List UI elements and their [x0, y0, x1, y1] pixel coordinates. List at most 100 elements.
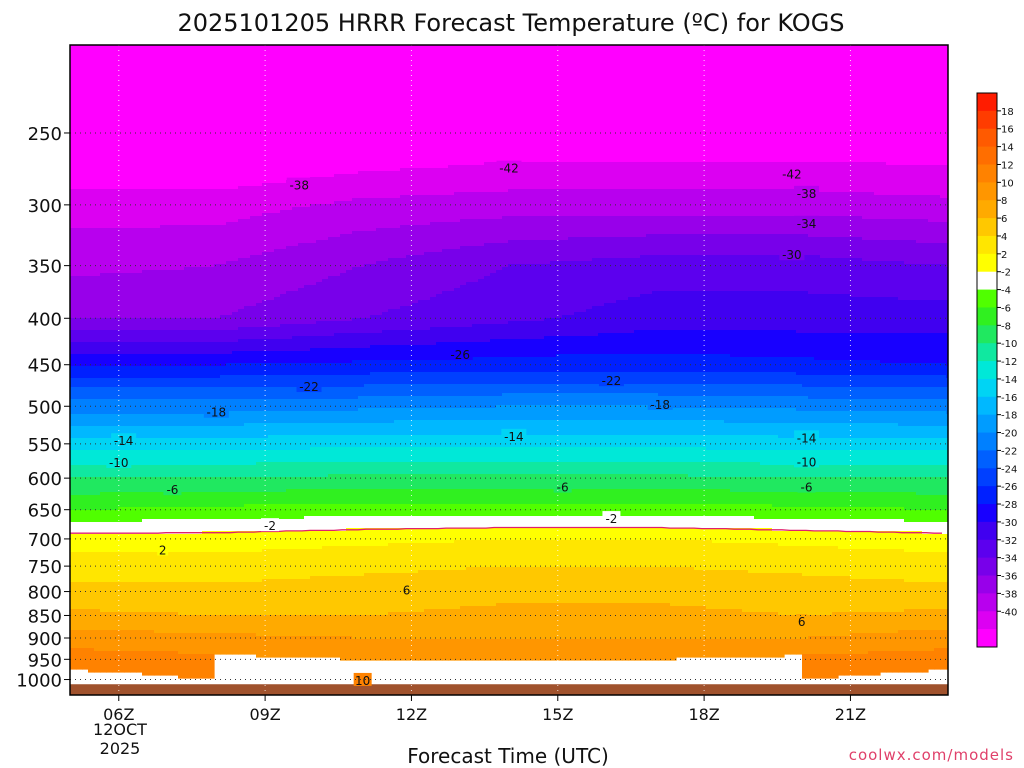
contour-label: -30: [782, 248, 802, 262]
y-tick-label: 550: [28, 435, 62, 456]
y-tick-label: 500: [28, 397, 62, 418]
contour-label-bg: [794, 454, 820, 468]
contour-label: -14: [114, 434, 134, 448]
contour-label-bg: [496, 160, 522, 174]
colorbar-swatch: [977, 611, 997, 630]
colorbar-swatch: [977, 253, 997, 273]
colorbar-swatch: [977, 343, 997, 362]
colorbar-label: -38: [1001, 589, 1017, 600]
y-axis: 2503003504004505005506006507007508008509…: [16, 124, 70, 692]
contour-label-bg: [106, 455, 132, 469]
colorbar-label: -36: [1001, 572, 1017, 583]
y-tick-label: 250: [28, 124, 62, 145]
contour-label: -6: [801, 481, 813, 495]
contour-label-bg: [796, 613, 808, 627]
contour-label-bg: [157, 542, 169, 556]
date-label-year: 2025: [100, 739, 141, 758]
colorbar: 18 16 14 12 10 8 6 4 2 -2 -4 -6 -8 -10 -12 -14 -16 -18 -20…: [976, 92, 1017, 648]
colorbar-swatch: [977, 557, 997, 577]
colorbar-label: -26: [1001, 482, 1017, 493]
colorbar-label: 6: [1001, 214, 1007, 225]
x-axis-label: Forecast Time (UTC): [407, 744, 609, 768]
colorbar-label: -40: [1001, 607, 1017, 618]
contour-label-bg: [353, 672, 372, 686]
y-tick-label: 750: [28, 557, 62, 578]
colorbar-label: -32: [1001, 536, 1017, 547]
colorbar-swatch: [977, 218, 997, 237]
colorbar-swatch: [977, 182, 997, 201]
colorbar-swatch: [977, 271, 997, 291]
colorbar-label: -24: [1001, 464, 1017, 475]
colorbar-label: -10: [1001, 339, 1017, 350]
y-tick-label: 700: [28, 530, 62, 551]
contour-label: -14: [797, 431, 817, 445]
colorbar-label: -4: [1001, 286, 1011, 297]
chart-title: 2025101205 HRRR Forecast Temperature (ºC…: [177, 9, 844, 37]
x-axis: 06Z 09Z 12Z 15Z 18Z 21Z: [103, 695, 866, 724]
contour-label: 10: [355, 674, 370, 688]
colorbar-swatch: [977, 110, 997, 130]
colorbar-swatch: [977, 504, 997, 523]
colorbar-swatch: [977, 396, 997, 416]
colorbar-swatch: [977, 128, 997, 148]
colorbar-swatch: [977, 629, 997, 648]
y-tick-label: 400: [28, 309, 62, 330]
contour-label-bg: [401, 582, 413, 596]
contour-label: 2: [159, 543, 167, 557]
plot-frame: [69, 44, 949, 696]
colorbar-frame: [976, 92, 998, 648]
x-tick-label: 06Z: [103, 705, 134, 724]
contour-label-bg: [111, 433, 137, 447]
colorbar-label: 16: [1001, 125, 1014, 136]
colorbar-label: -14: [1001, 375, 1017, 386]
colorbar-swatch: [977, 539, 997, 559]
colorbar-label: 18: [1001, 107, 1014, 118]
contour-label: -22: [602, 374, 622, 388]
contour-label-bg: [794, 185, 820, 199]
date-label-day: 12OCT: [93, 720, 147, 739]
colorbar-swatch: [977, 575, 997, 594]
colorbar-label: -18: [1001, 411, 1017, 422]
contour-label: -14: [504, 430, 524, 444]
y-tick-label: 900: [28, 629, 62, 650]
credit-text[interactable]: coolwx.com/models: [849, 746, 1014, 764]
y-tick-label: 1000: [16, 671, 62, 692]
contour-label-bg: [598, 373, 624, 387]
contour-label: -26: [450, 348, 470, 362]
colorbar-label: -2: [1001, 268, 1011, 279]
colorbar-swatch: [977, 432, 997, 451]
contour-label-bg: [553, 479, 572, 493]
temperature-field: -42 -42-38-38-34-30-26-22 -22-18-18-14 -14-…: [70, 45, 948, 695]
colorbar-label: 10: [1001, 178, 1014, 189]
colorbar-label: 8: [1001, 196, 1007, 207]
y-tick-label: 300: [28, 196, 62, 217]
colorbar-swatch: [977, 325, 997, 344]
colorbar-label: 2: [1001, 250, 1007, 261]
contour-label: -38: [289, 179, 309, 193]
contour-label: -38: [797, 187, 817, 201]
contour-label-bg: [779, 166, 805, 180]
colorbar-label: 14: [1001, 143, 1014, 154]
plot-area: -42 -42-38-38-34-30-26-22 -22-18-18-14 -14-…: [69, 44, 949, 696]
colorbar-swatch: [977, 93, 997, 112]
colorbar-swatch: [977, 146, 997, 165]
contour-label: -6: [557, 481, 569, 495]
contour-label-bg: [779, 247, 805, 261]
x-tick-label: 12Z: [396, 705, 427, 724]
colorbar-swatch: [977, 414, 997, 434]
y-tick-label: 800: [28, 583, 62, 604]
freezing-level-line: [70, 526, 942, 534]
x-tick-label: 15Z: [542, 705, 573, 724]
colorbar-swatch: [977, 468, 997, 487]
colorbar-swatch: [977, 289, 997, 308]
contour-label: -34: [797, 217, 817, 231]
contour-label-bg: [296, 379, 322, 393]
contour-label: -10: [109, 456, 129, 470]
colorbar-label: -28: [1001, 500, 1017, 511]
y-tick-label: 450: [28, 356, 62, 377]
colorbar-label: -6: [1001, 303, 1011, 314]
contour-label: -42: [782, 167, 802, 181]
y-tick-label: 950: [28, 650, 62, 671]
colorbar-label: 12: [1001, 160, 1014, 171]
